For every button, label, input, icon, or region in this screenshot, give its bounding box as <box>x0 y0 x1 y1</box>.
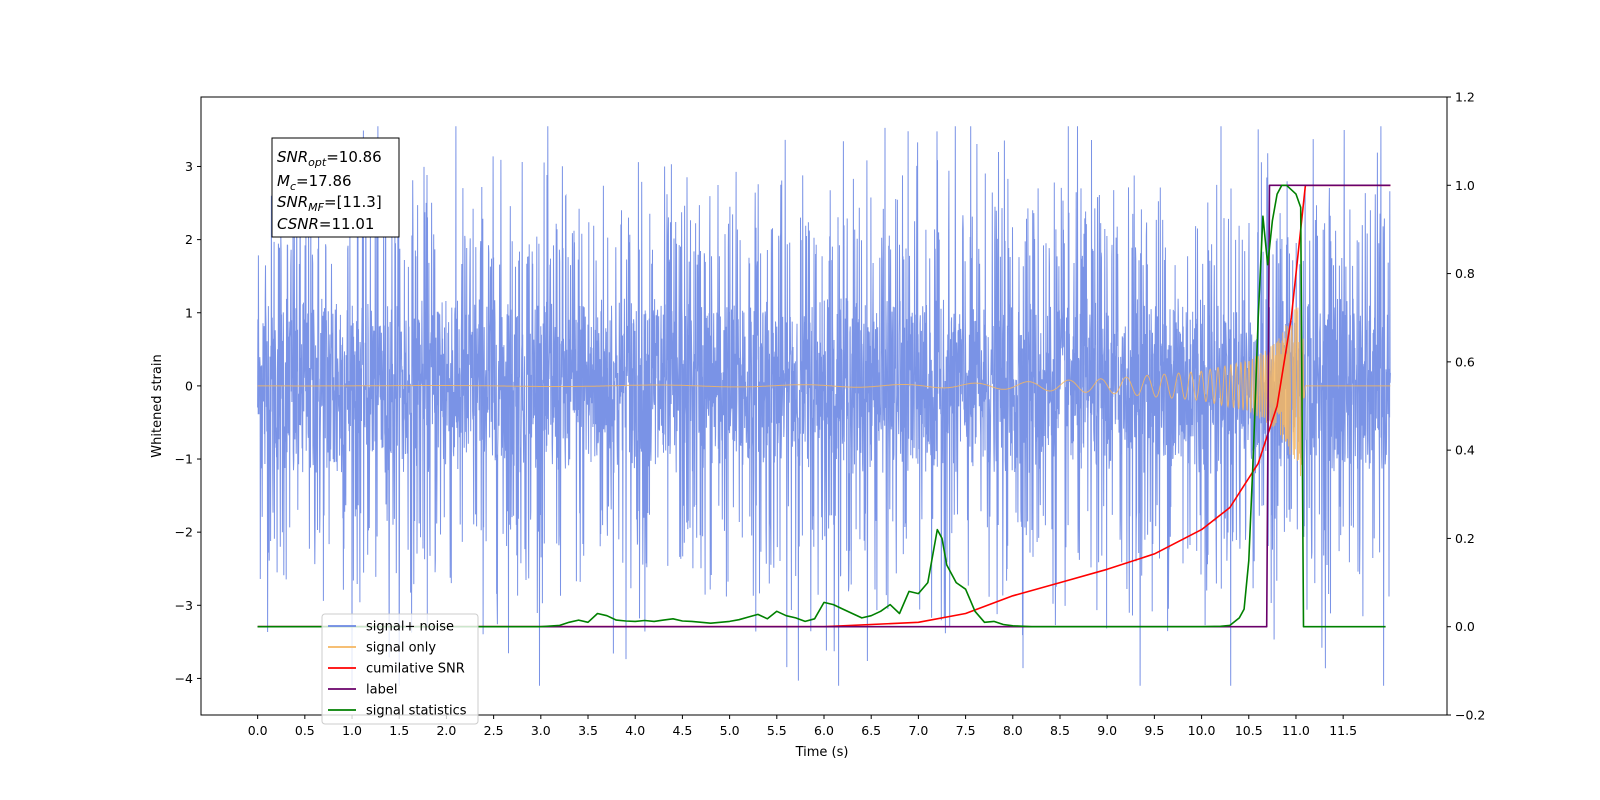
series-cumilative-snr <box>257 184 1391 628</box>
y-right-axis-ticks: 1.2 1.0 0.8 0.6 0.4 0.2 0.0 −0.2 <box>1447 90 1485 723</box>
legend-frame <box>321 613 479 725</box>
y-left-tick-label: 3 <box>185 159 193 174</box>
annotation-chirp-mass: Mc=17.86 <box>277 172 352 193</box>
x-tick-label: 6.0 <box>814 723 834 738</box>
series-signal-plus-noise <box>257 126 1391 686</box>
annotation-csnr: CSNR=11.01 <box>277 215 374 233</box>
annotation-box: SNRopt=10.86 Mc=17.86 SNRMF=[11.3] CSNR=… <box>271 137 400 238</box>
legend: signal+ noise signal only cumilative SNR la… <box>321 613 479 725</box>
x-tick-label: 4.0 <box>625 723 645 738</box>
x-axis-label: Time (s) <box>795 745 849 760</box>
annotation-snr-opt: SNRopt=10.86 <box>277 148 382 169</box>
x-tick-label: 5.5 <box>767 723 787 738</box>
y-left-tick-label: −1 <box>175 452 193 467</box>
y-right-tick-label: 1.2 <box>1455 90 1475 105</box>
x-tick-label: 5.0 <box>720 723 740 738</box>
x-tick-label: 7.0 <box>908 723 928 738</box>
y-right-tick-label: 0.2 <box>1455 531 1475 546</box>
x-tick-label: 10.5 <box>1235 723 1263 738</box>
y-left-axis-ticks: 3 2 1 0 −1 −2 −3 −4 <box>175 159 201 686</box>
x-tick-label: 9.0 <box>1097 723 1117 738</box>
x-tick-label: 4.5 <box>672 723 692 738</box>
y-left-tick-label: −2 <box>175 525 193 540</box>
annotation-frame <box>271 137 400 238</box>
x-tick-label: 8.5 <box>1050 723 1070 738</box>
y-left-tick-label: −3 <box>175 598 193 613</box>
x-tick-label: 3.5 <box>578 723 598 738</box>
x-tick-label: 0.0 <box>248 723 268 738</box>
x-tick-label: 2.0 <box>436 723 456 738</box>
x-tick-label: 0.5 <box>295 723 315 738</box>
x-tick-label: 6.5 <box>861 723 881 738</box>
legend-signal-statistics-label: signal statistics <box>366 704 467 719</box>
series-layer <box>257 126 1391 686</box>
x-tick-label: 10.0 <box>1188 723 1216 738</box>
y-right-tick-label: 0.6 <box>1455 354 1475 369</box>
x-tick-label: 1.5 <box>389 723 409 738</box>
x-tick-label: 3.0 <box>531 723 551 738</box>
y-left-tick-label: 2 <box>185 232 193 247</box>
y-left-tick-label: 0 <box>185 378 193 393</box>
x-tick-label: 2.5 <box>484 723 504 738</box>
y-right-tick-label: 1.0 <box>1455 178 1475 193</box>
y-right-tick-label: 0.0 <box>1455 619 1475 634</box>
y-right-tick-label: −0.2 <box>1455 708 1485 723</box>
x-tick-label: 1.0 <box>342 723 362 738</box>
series-label <box>257 184 1391 628</box>
x-tick-label: 8.0 <box>1003 723 1023 738</box>
series-signal-statistics <box>257 184 1386 628</box>
x-axis-ticks: 0.0 0.5 1.0 1.5 2.0 2.5 3.0 3.5 4.0 4.5 5.0 5.5 6.0 6… <box>248 715 1357 738</box>
y-right-tick-label: 0.8 <box>1455 266 1475 281</box>
y-left-tick-label: 1 <box>185 305 193 320</box>
series-signal-only <box>257 307 1391 477</box>
x-tick-label: 9.5 <box>1144 723 1164 738</box>
y-axis-label: Whitened strain <box>150 354 165 457</box>
legend-signal-only-label: signal only <box>366 641 436 656</box>
legend-cumilative-snr-label: cumilative SNR <box>366 662 465 677</box>
y-left-tick-label: −4 <box>175 671 193 686</box>
x-tick-label: 11.0 <box>1282 723 1310 738</box>
y-right-tick-label: 0.4 <box>1455 443 1475 458</box>
x-tick-label: 7.5 <box>956 723 976 738</box>
legend-signal-noise-label: signal+ noise <box>366 620 454 635</box>
x-tick-label: 11.5 <box>1329 723 1357 738</box>
annotation-snr-mf: SNRMF=[11.3] <box>277 193 382 214</box>
legend-label-label: label <box>366 683 397 698</box>
